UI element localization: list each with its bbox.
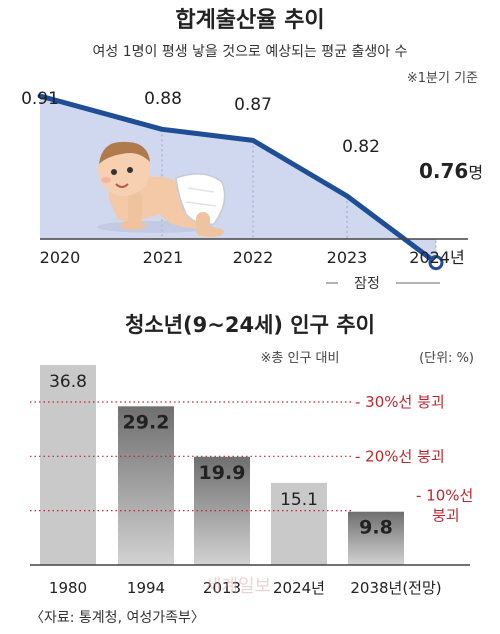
chart2-x-tick: 2038년(전망): [350, 579, 441, 597]
chart1-area-layer: [40, 96, 436, 263]
chart2-value-label: 29.2: [123, 411, 170, 433]
chart2-threshold-label: - 20%선 붕괴: [355, 447, 445, 465]
chart2-bar: [40, 365, 96, 565]
chart2-bar: [348, 511, 404, 565]
chart1-value-label: 0.88: [144, 89, 182, 109]
chart1-xtick-layer: 2020 2021 2022 2023 2024년: [40, 248, 465, 267]
baby-illustration: [97, 141, 226, 237]
chart1-label-layer: 0.91 0.88 0.87 0.82 0.76명: [21, 89, 483, 183]
chart1-value-label: 0.91: [21, 89, 59, 109]
chart2-value-label: 19.9: [199, 462, 246, 484]
chart2-x-tick: 2013: [203, 579, 241, 597]
chart2-threshold-label: - 30%선 붕괴: [355, 393, 445, 411]
chart1-value-label: 0.82: [342, 137, 380, 157]
chart1-x-tick: 2022: [233, 248, 274, 267]
chart2-threshold-layer: - 30%선 붕괴 - 20%선 붕괴 - 10%선 붕괴: [30, 393, 473, 525]
chart2-threshold-label: - 10%선 붕괴: [416, 487, 473, 525]
chart2-bar: [194, 456, 250, 565]
chart1-note: ※1분기 기준: [407, 71, 478, 86]
provisional-label: 잠정: [354, 276, 380, 292]
chart1-x-tick: 2023: [327, 248, 368, 267]
chart2-value-label: 15.1: [280, 490, 318, 510]
chart2-xtick-layer: 1980 1994 2013 2024년 2038년(전망): [49, 579, 442, 597]
chart1-value-label: 0.76명: [419, 159, 483, 183]
chart2-value-label: 9.8: [359, 517, 393, 539]
chart2-label-layer: 36.8 29.2 19.9 15.1 9.8: [49, 372, 393, 539]
chart1-value-unit: 명: [468, 163, 483, 182]
chart1-value-label-number: 0.76: [419, 159, 468, 183]
source-note: 〈자료: 통계청, 여성가족부〉: [30, 610, 205, 626]
chart1-x-tick: 2020: [40, 248, 81, 267]
watermark: 세계일보: [205, 576, 271, 597]
chart2-value-label: 36.8: [49, 372, 87, 392]
chart1-series-line: [37, 93, 439, 266]
chart1-subtitle: 여성 1명이 평생 낳을 것으로 예상되는 평균 출생아 수: [93, 44, 408, 60]
chart1-value-label: 0.87: [234, 95, 272, 115]
chart1-last-point: [428, 255, 444, 271]
chart1-x-tick: 2024년: [409, 248, 464, 267]
chart1-line-layer: [37, 93, 444, 271]
chart2-x-tick: 1980: [49, 579, 87, 597]
chart1-x-tick: 2021: [143, 248, 184, 267]
chart1-title: 합계출산율 추이: [175, 7, 324, 33]
chart1-area: [40, 96, 436, 263]
chart2-note: ※총 인구 대비: [261, 351, 340, 366]
chart2-bar-layer: [40, 365, 404, 565]
chart2-unit: (단위: %): [419, 351, 474, 366]
chart2-bar: [118, 406, 174, 565]
chart2-x-tick: 1994: [127, 579, 165, 597]
chart2-bar: [271, 482, 327, 565]
chart2-title: 청소년(9~24세) 인구 추이: [125, 313, 375, 337]
chart1-grid-layer: [161, 129, 437, 263]
chart2-x-tick: 2024년: [273, 579, 325, 597]
